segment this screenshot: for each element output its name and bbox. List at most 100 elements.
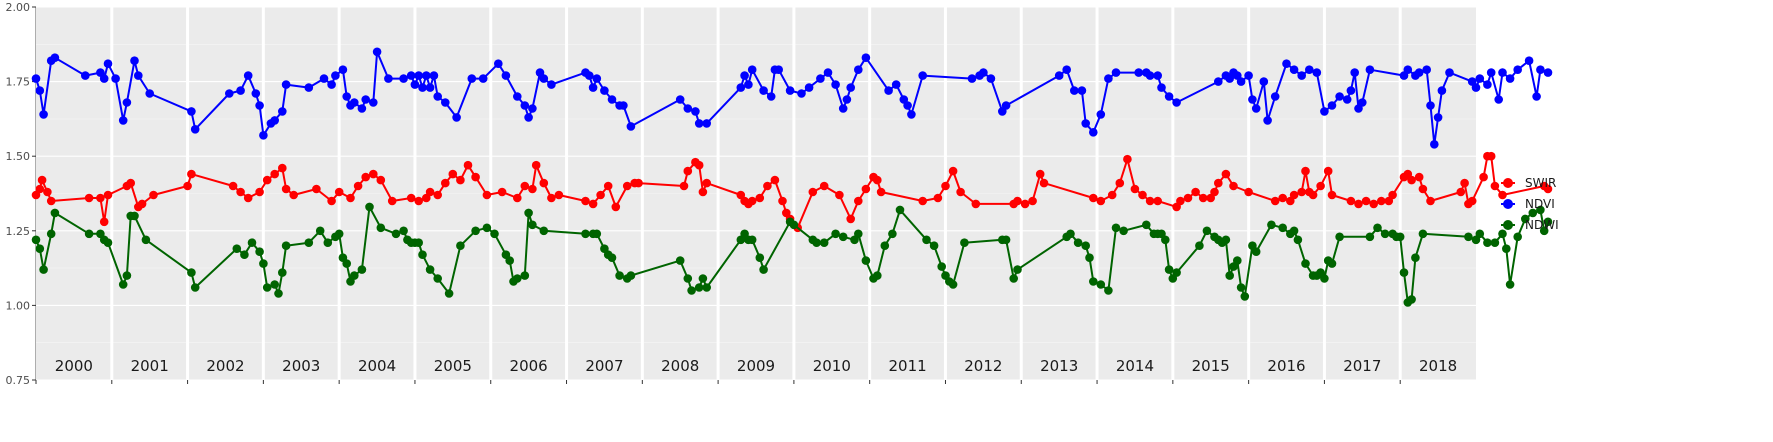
data-point-swir	[1456, 187, 1466, 197]
data-point-ndwi	[1013, 265, 1022, 274]
data-point-ndvi	[1320, 107, 1329, 116]
data-point-ndwi	[376, 223, 386, 233]
data-point-ndwi	[698, 274, 708, 283]
data-point-swir	[228, 181, 238, 191]
data-point-swir	[846, 214, 855, 224]
data-point-swir	[1244, 187, 1253, 197]
y-tick-label: 2.00	[6, 1, 31, 14]
data-point-ndvi	[1089, 128, 1098, 137]
data-point-ndwi	[342, 259, 352, 268]
data-point-ndvi	[1251, 104, 1261, 113]
data-point-ndvi	[357, 104, 367, 113]
y-tick-label: 1.75	[6, 76, 31, 89]
data-point-ndvi	[1259, 77, 1269, 86]
data-point-ndwi	[1225, 271, 1234, 280]
data-point-ndwi	[1418, 229, 1428, 239]
data-point-swir	[43, 187, 52, 197]
data-point-ndvi	[190, 125, 200, 134]
data-point-ndvi	[372, 47, 382, 57]
data-point-ndwi	[1142, 220, 1151, 230]
data-point-ndwi	[1195, 241, 1204, 250]
data-point-ndwi	[626, 271, 636, 280]
facet-label-2005: 2005	[434, 357, 472, 375]
data-point-ndvi	[600, 86, 609, 95]
data-point-ndvi	[122, 98, 132, 107]
data-point-ndvi	[1244, 71, 1253, 80]
data-point-ndwi	[122, 271, 132, 280]
data-point-ndvi	[467, 74, 477, 83]
data-point-ndwi	[513, 274, 522, 283]
data-point-swir	[1297, 187, 1306, 197]
data-point-ndvi	[1153, 71, 1162, 80]
data-point-swir	[1089, 193, 1098, 203]
data-point-ndvi	[50, 53, 60, 62]
data-point-swir	[99, 217, 109, 227]
data-point-swir	[1107, 190, 1117, 200]
data-point-ndvi	[907, 110, 916, 119]
data-point-ndvi	[1104, 74, 1113, 83]
data-point-ndvi	[1471, 83, 1481, 92]
data-point-ndwi	[103, 238, 113, 247]
data-point-ndvi	[99, 74, 109, 83]
data-point-swir	[1426, 196, 1435, 206]
data-point-swir	[763, 181, 772, 191]
data-point-ndvi	[145, 89, 154, 98]
data-point-ndvi	[118, 116, 128, 125]
data-point-ndwi	[232, 244, 242, 253]
data-point-ndvi	[918, 71, 927, 80]
data-point-swir	[1377, 196, 1386, 206]
data-point-ndvi	[846, 83, 855, 92]
data-point-ndvi	[425, 83, 435, 92]
data-point-swir	[1498, 190, 1507, 200]
data-point-swir	[497, 187, 507, 197]
data-point-ndvi	[528, 104, 537, 113]
data-point-swir	[353, 181, 363, 191]
data-point-ndvi	[774, 65, 783, 74]
data-point-ndvi	[740, 71, 749, 80]
data-point-ndvi	[111, 74, 120, 83]
data-point-ndwi	[1172, 268, 1181, 277]
data-point-ndwi	[888, 229, 897, 239]
facet-label-2000: 2000	[55, 357, 93, 375]
data-point-ndvi	[1437, 86, 1447, 95]
data-point-swir	[1308, 190, 1318, 200]
series-swir	[31, 151, 1553, 233]
data-point-ndvi	[350, 98, 359, 107]
data-point-swir	[414, 196, 424, 206]
data-point-ndvi	[1433, 113, 1443, 122]
data-point-ndvi	[1350, 68, 1359, 77]
data-point-ndwi	[1521, 214, 1530, 224]
data-point-swir	[243, 193, 253, 203]
data-point-swir	[84, 193, 94, 203]
data-point-ndvi	[1505, 74, 1515, 83]
data-point-ndvi	[1134, 68, 1143, 77]
data-point-ndvi	[1096, 110, 1106, 119]
data-point-swir	[1418, 184, 1428, 194]
data-point-ndwi	[1104, 286, 1113, 295]
data-point-swir	[1210, 187, 1219, 197]
data-point-ndvi	[592, 74, 602, 83]
facet-label-2018: 2018	[1419, 357, 1457, 375]
data-point-ndvi	[1414, 68, 1424, 77]
data-point-swir	[861, 184, 871, 194]
data-point-ndvi	[452, 113, 461, 122]
data-point-ndwi	[581, 229, 590, 239]
data-point-swir	[1145, 196, 1155, 206]
data-point-ndwi	[524, 208, 533, 218]
data-point-ndvi	[854, 65, 863, 74]
data-point-swir	[46, 196, 56, 206]
data-point-swir	[441, 178, 450, 188]
data-point-swir	[456, 175, 465, 185]
data-point-ndvi	[1236, 77, 1246, 86]
data-point-ndwi	[1483, 238, 1492, 247]
data-point-swir	[1414, 172, 1424, 182]
facet-label-2003: 2003	[282, 357, 320, 375]
data-point-ndvi	[1498, 68, 1507, 77]
data-point-ndwi	[84, 229, 94, 239]
data-point-ndwi	[539, 226, 549, 236]
data-point-ndvi	[319, 74, 329, 83]
data-point-ndwi	[187, 268, 196, 277]
data-point-ndvi	[1263, 116, 1272, 125]
data-point-ndwi	[1161, 235, 1170, 245]
data-point-ndvi	[1062, 65, 1071, 74]
